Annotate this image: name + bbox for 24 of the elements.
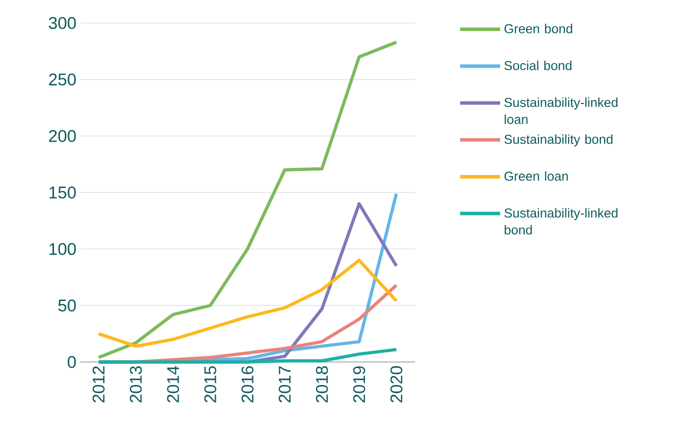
y-tick-label: 100 — [50, 243, 76, 255]
x-tick-label: 2017 — [278, 366, 291, 402]
legend-label: Green loan — [504, 171, 568, 181]
line-series — [97, 258, 398, 348]
x-tick-label: 2019 — [353, 366, 366, 402]
legend-label: Green bond — [504, 24, 572, 34]
x-tick-label: 2013 — [130, 366, 142, 402]
legend-label: Sustainability bond — [504, 134, 612, 146]
line-series — [97, 40, 398, 360]
y-tick-label: 300 — [48, 17, 76, 29]
x-tick-label: 2012 — [92, 366, 105, 402]
y-tick-label: 200 — [49, 130, 76, 142]
x-tick-label: 2018 — [316, 366, 328, 402]
y-tick-label: 50 — [58, 300, 76, 312]
y-tick-label: 150 — [50, 186, 76, 198]
y-tick-label: 0 — [68, 356, 76, 368]
legend-label: Sustainability-linked loan — [504, 98, 618, 124]
legend-label: Social bond — [504, 60, 572, 70]
x-tick-label: 2016 — [242, 366, 254, 402]
x-tick-label: 2015 — [204, 366, 216, 402]
x-tick-label: 2020 — [390, 366, 402, 402]
y-tick-label: 250 — [49, 74, 76, 86]
x-tick-label: 2014 — [167, 366, 180, 402]
legend-label: Sustainability-linked bond — [504, 208, 618, 235]
